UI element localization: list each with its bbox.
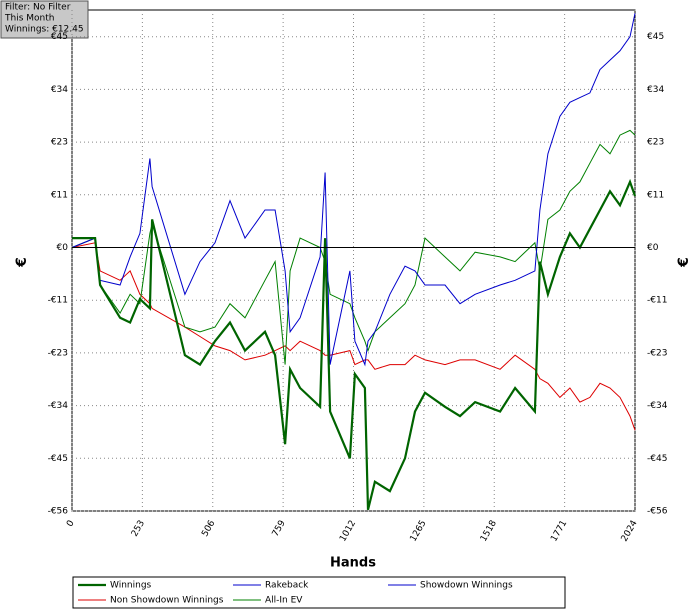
y-tick-label: €45 — [51, 32, 68, 42]
info-box — [0, 0, 89, 39]
y-tick-label: -€34 — [48, 401, 69, 411]
y-tick-label: -€45 — [48, 454, 68, 464]
series-line — [72, 178, 637, 511]
legend-label: Showdown Winnings — [420, 581, 513, 591]
y-tick-label: €23 — [51, 138, 68, 148]
x-tick-label: 0 — [65, 519, 77, 529]
series-line — [71, 129, 636, 365]
y-axis-label: € — [14, 257, 30, 268]
series-line — [71, 242, 636, 431]
y2-tick-label: €34 — [647, 85, 664, 95]
y-tick-label: -€56 — [48, 507, 69, 517]
legend-label: Non Showdown Winnings — [110, 596, 224, 606]
y2-tick-label: €45 — [647, 32, 664, 42]
y2-tick-label: -€45 — [647, 454, 667, 464]
legend-box — [72, 576, 566, 609]
y2-tick-label: €11 — [647, 190, 664, 200]
legend-label: Rakeback — [265, 581, 309, 591]
y-tick-label: €34 — [51, 85, 68, 95]
y2-axis-label: € — [676, 257, 692, 268]
y-tick-label: -€11 — [48, 296, 68, 306]
y-tick-label: €11 — [51, 190, 68, 200]
series-line — [71, 13, 636, 367]
y2-tick-label: €23 — [647, 138, 664, 148]
y2-tick-label: -€23 — [647, 348, 667, 358]
y2-tick-label: -€56 — [647, 507, 668, 517]
y-tick-label: -€23 — [48, 348, 68, 358]
y2-tick-label: -€34 — [647, 401, 668, 411]
info-text: Winnings: €12.45 — [5, 25, 84, 35]
y2-tick-label: €0 — [647, 243, 659, 253]
legend-label: Winnings — [110, 581, 152, 591]
info-text: Filter: No Filter — [5, 3, 71, 13]
y-tick-label: €0 — [57, 243, 69, 253]
x-axis-label: Hands — [330, 556, 376, 571]
y2-tick-label: -€11 — [647, 296, 667, 306]
legend-label: All-In EV — [265, 596, 303, 606]
info-text: This Month — [4, 14, 54, 24]
